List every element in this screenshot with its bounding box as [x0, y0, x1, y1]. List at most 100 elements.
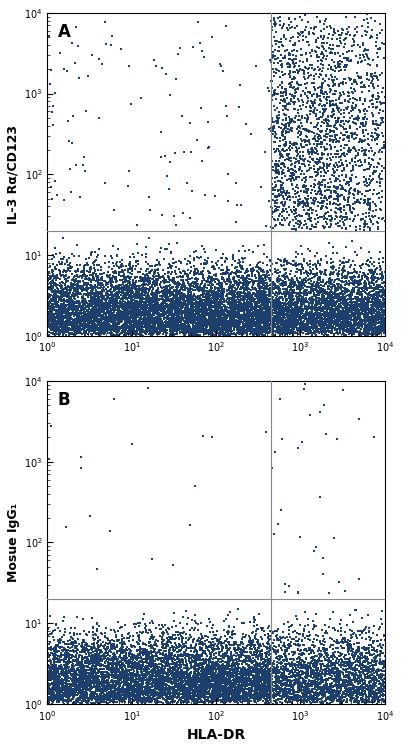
Point	[256, 685, 262, 697]
Point	[345, 101, 352, 113]
Point	[369, 264, 375, 276]
Point	[234, 320, 240, 332]
Point	[374, 328, 380, 340]
Point	[338, 682, 344, 694]
Point	[101, 683, 107, 695]
Point	[318, 203, 324, 215]
Point	[358, 295, 364, 307]
Point	[327, 84, 334, 96]
Point	[210, 666, 216, 678]
Point	[232, 303, 238, 315]
Point	[213, 320, 219, 332]
Point	[94, 316, 100, 328]
Point	[203, 691, 210, 703]
Point	[377, 300, 383, 312]
Point	[280, 668, 287, 680]
Point	[322, 660, 329, 672]
Point	[286, 209, 292, 221]
Point	[180, 673, 186, 685]
Point	[290, 259, 296, 271]
Point	[353, 694, 360, 706]
Point	[354, 94, 360, 106]
Point	[172, 297, 179, 309]
Point	[95, 112, 102, 124]
Point	[118, 621, 124, 633]
Point	[124, 298, 130, 310]
Point	[289, 178, 295, 189]
Point	[194, 303, 200, 315]
Point	[95, 297, 101, 309]
Point	[300, 291, 306, 303]
Point	[218, 306, 224, 318]
Point	[154, 303, 160, 315]
Point	[142, 288, 148, 300]
Point	[284, 696, 290, 708]
Point	[95, 313, 101, 325]
Point	[367, 320, 373, 332]
Point	[254, 291, 260, 303]
Point	[377, 691, 383, 703]
Point	[211, 680, 218, 692]
Point	[122, 671, 128, 683]
Point	[87, 288, 93, 300]
Point	[218, 319, 225, 331]
Point	[78, 680, 84, 692]
Point	[168, 320, 174, 332]
Point	[275, 653, 281, 665]
Point	[289, 321, 296, 333]
Point	[192, 644, 198, 656]
Point	[188, 672, 194, 684]
Point	[337, 686, 343, 698]
Point	[142, 697, 148, 709]
Point	[153, 322, 160, 334]
Point	[181, 318, 187, 330]
Point	[343, 323, 350, 335]
Point	[69, 678, 75, 690]
Point	[282, 324, 288, 336]
Point	[182, 268, 188, 280]
Point	[69, 307, 76, 319]
Point	[101, 321, 107, 333]
Point	[296, 125, 302, 137]
Point	[82, 306, 88, 318]
Point	[158, 321, 164, 333]
Point	[141, 326, 148, 338]
Point	[242, 318, 249, 330]
Point	[67, 688, 73, 700]
Point	[182, 268, 189, 280]
Point	[353, 300, 360, 312]
Point	[283, 306, 289, 318]
Point	[125, 688, 132, 700]
Point	[49, 258, 56, 270]
Point	[198, 668, 205, 680]
Point	[380, 655, 387, 667]
Point	[301, 308, 307, 320]
Point	[227, 318, 234, 330]
Point	[313, 307, 320, 319]
Point	[350, 679, 356, 691]
Point	[206, 658, 212, 670]
Point	[347, 292, 353, 304]
Point	[164, 679, 170, 691]
Point	[381, 318, 387, 330]
Point	[154, 676, 161, 688]
Point	[140, 688, 146, 700]
Point	[357, 692, 364, 704]
Point	[240, 638, 247, 650]
Point	[70, 673, 76, 685]
Point	[237, 664, 244, 676]
Point	[320, 319, 326, 331]
Point	[184, 312, 190, 324]
Point	[311, 311, 317, 323]
Point	[288, 676, 294, 688]
Point	[100, 327, 106, 339]
Point	[215, 300, 221, 312]
Point	[363, 174, 369, 186]
Point	[199, 309, 206, 321]
Point	[186, 308, 192, 320]
Point	[256, 642, 263, 654]
Point	[207, 679, 214, 691]
Point	[201, 243, 207, 255]
Point	[128, 288, 134, 300]
Point	[362, 685, 369, 697]
